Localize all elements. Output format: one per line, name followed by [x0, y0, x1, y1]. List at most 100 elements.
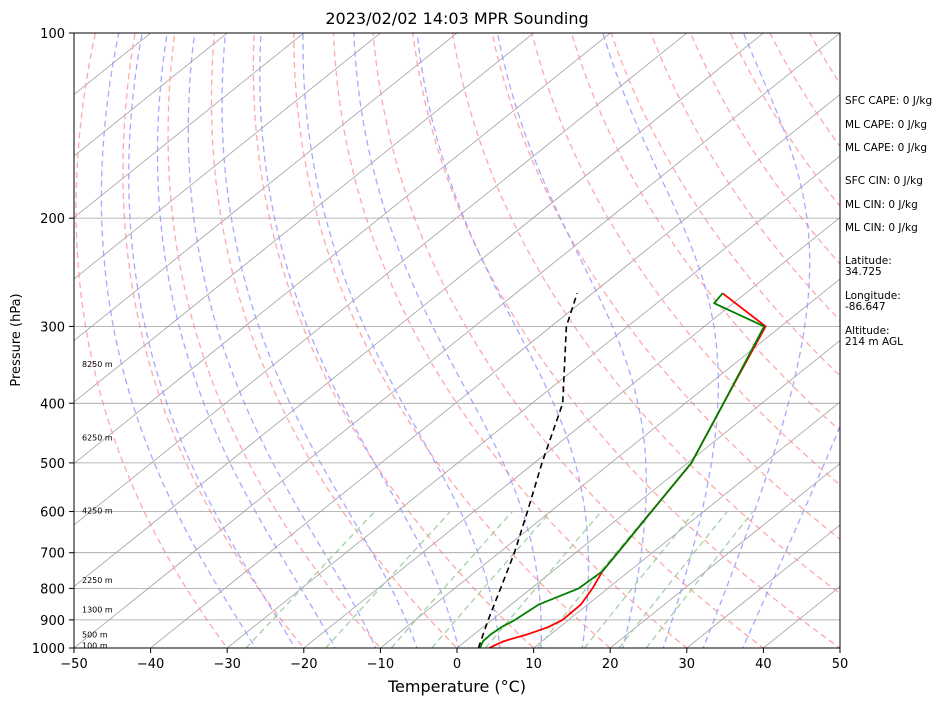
dry-adiabat-line [491, 33, 840, 541]
dry-adiabat-line [920, 19, 946, 661]
altitude-label: 100 m [82, 641, 108, 650]
longitude-value: -86.647 [845, 301, 886, 313]
altitude-label: 8250 m [82, 360, 113, 369]
x-tick-label: 30 [679, 657, 696, 672]
x-axis: −50 −40 −30 −20 −10 0 10 20 30 40 50 [60, 648, 848, 672]
isotherm-line [74, 33, 765, 588]
moist-adiabat-line [496, 33, 647, 648]
moist-adiabat-line [221, 33, 418, 648]
isotherm-line [74, 33, 458, 342]
dry-adiabat-line [332, 33, 688, 648]
moist-adiabat-line [259, 33, 459, 648]
moist-adiabat-line [156, 33, 336, 648]
info-panel: SFC CAPE: 0 J/kg ML CAPE: 0 J/kg ML CAPE… [845, 95, 932, 348]
dry-adiabat-line [252, 33, 535, 648]
moist-adiabat-line [416, 33, 590, 648]
isotherm-line [303, 217, 840, 648]
moist-adiabat-line [187, 33, 377, 648]
dry-adiabat-line [210, 33, 458, 648]
isotherm-line [532, 401, 840, 648]
y-tick-label: 200 [40, 212, 65, 227]
y-tick-label: 400 [40, 397, 65, 412]
x-tick-label: −10 [367, 657, 394, 672]
altitude-label: 6250 m [82, 434, 113, 443]
altitude-label: Altitude: [845, 325, 890, 337]
sfc-cape: SFC CAPE: 0 J/kg [845, 95, 932, 107]
x-tick-label: −50 [60, 657, 87, 672]
moist-adiabat-line [100, 33, 257, 648]
isotherm-line [149, 94, 840, 648]
pressure-gridlines [74, 33, 840, 648]
dry-adiabat-line [293, 33, 612, 648]
moist-adiabat-line [128, 33, 296, 648]
y-tick-label: 1000 [32, 642, 65, 657]
dry-adiabat-line [689, 33, 840, 265]
isotherm-line [74, 33, 611, 465]
dry-adiabat-line [167, 33, 382, 648]
x-axis-label: Temperature (°C) [387, 677, 526, 696]
x-tick-label: −40 [137, 657, 164, 672]
moist-adiabat-line [602, 33, 720, 648]
ml-cin: ML CIN: 0 J/kg [845, 199, 918, 211]
x-tick-label: 0 [453, 657, 461, 672]
ml-cin-2: ML CIN: 0 J/kg [845, 222, 918, 234]
mixing-ratio-line [245, 511, 376, 648]
altitude-label: 2250 m [82, 576, 113, 585]
chart-title: 2023/02/02 14:03 MPR Sounding [325, 9, 588, 28]
y-axis-label: Pressure (hPa) [9, 293, 24, 386]
isotherm-line [74, 33, 688, 526]
x-tick-label: −20 [290, 657, 317, 672]
x-tick-label: 20 [602, 657, 619, 672]
ml-cape-2: ML CAPE: 0 J/kg [845, 142, 927, 154]
y-axis: 1000 900 800 700 600 500 400 300 200 100 [32, 27, 74, 657]
x-tick-label: −30 [213, 657, 240, 672]
mixing-ratio-line [390, 511, 513, 648]
dry-adiabat-line [372, 33, 765, 648]
dry-adiabat-line [75, 33, 229, 648]
isotherm-line [74, 33, 382, 280]
altitude-label: 1300 m [82, 605, 113, 614]
isotherm-line [74, 33, 228, 157]
latitude-label: Latitude: [845, 255, 892, 267]
series-line-2 [477, 293, 578, 648]
mixing-ratio-line [325, 511, 451, 648]
isotherm-line [74, 33, 305, 219]
series-group [477, 292, 767, 648]
dry-adiabat-line [451, 33, 840, 595]
y-tick-label: 700 [40, 547, 65, 562]
isotherm-line [900, 19, 946, 661]
y-tick-label: 600 [40, 506, 65, 521]
mixing-ratio-line [583, 511, 696, 648]
y-tick-label: 300 [40, 320, 65, 335]
altitude-label: 500 m [82, 630, 108, 639]
series-line-1 [479, 292, 765, 648]
isotherm-line [226, 155, 840, 648]
altitude-value: 214 m AGL [845, 336, 903, 348]
isotherm-line [74, 33, 535, 403]
x-tick-label: 10 [525, 657, 542, 672]
moist-adiabat-line [702, 33, 811, 648]
x-tick-label: 50 [832, 657, 849, 672]
mixing-ratio-line [431, 511, 552, 648]
altitude-label: 4250 m [82, 507, 113, 516]
x-tick-label: 40 [755, 657, 772, 672]
isotherm-line [74, 33, 840, 648]
isotherm-line [74, 33, 152, 96]
moist-adiabat-line [353, 33, 542, 648]
y-tick-label: 800 [40, 582, 65, 597]
isotherm-line [456, 339, 840, 648]
altitude-labels: 100 m 500 m 1300 m 2250 m 4250 m 6250 m 8250 m [82, 360, 113, 651]
sfc-cin: SFC CIN: 0 J/kg [845, 175, 923, 187]
y-tick-label: 100 [40, 27, 65, 42]
isotherm-line [609, 462, 840, 648]
y-tick-label: 900 [40, 614, 65, 629]
background-lines [74, 19, 946, 661]
dry-adiabat-line [412, 33, 840, 648]
isotherm-line [379, 278, 840, 648]
latitude-value: 34.725 [845, 266, 882, 278]
y-tick-label: 500 [40, 457, 65, 472]
moist-adiabat-line [302, 33, 501, 648]
ml-cape: ML CAPE: 0 J/kg [845, 119, 927, 131]
longitude-label: Longitude: [845, 290, 901, 302]
